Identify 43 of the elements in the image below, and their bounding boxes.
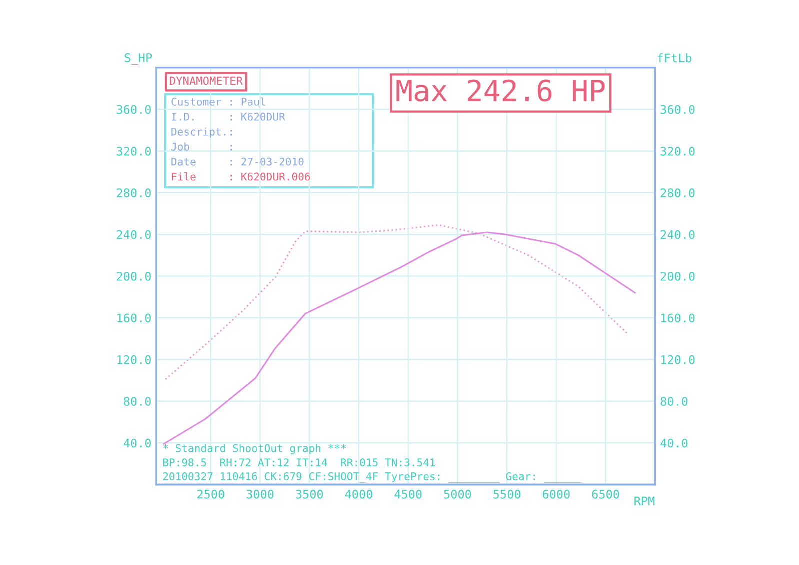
annotation: File : K620DUR.006: [172, 172, 310, 181]
x-axis-title: RPM: [634, 496, 655, 506]
y-tick-label: 320.0: [116, 146, 151, 156]
annotation: Date : 27-03-2010: [172, 158, 304, 166]
x-tick-label: 4000: [345, 490, 372, 499]
y2-tick-label: 200.0: [660, 272, 695, 281]
y-tick-label: 40.0: [124, 438, 151, 448]
y2-tick-label: 240.0: [660, 230, 695, 240]
x-tick-label: 5000: [444, 490, 472, 499]
y-tick-label: 360.0: [116, 105, 151, 114]
y2-tick-label: 280.0: [660, 188, 695, 198]
y2-tick-label: 120.0: [661, 355, 695, 364]
chart-title: Max 242.6 HP: [396, 80, 605, 102]
line-series: [163, 232, 636, 445]
annotation: I.D. : K620DUR: [172, 112, 286, 121]
y-tick-label: 240.0: [117, 230, 151, 240]
y-axis-title: S_HP: [124, 53, 152, 65]
x-tick-label: 3000: [246, 490, 274, 499]
x-tick-label: 3500: [296, 490, 324, 499]
annotation: BP:98.5 RH:72 AT:12 IT:14 RR:015 TN:3.541: [163, 458, 436, 467]
y-tick-label: 160.0: [118, 314, 151, 323]
y2-tick-label: 80.0: [660, 397, 688, 406]
annotation: Customer : Paul: [172, 98, 266, 106]
y2-tick-label: 40.0: [660, 438, 688, 448]
y-tick-label: 80.0: [124, 397, 151, 406]
x-tick-label: 4500: [394, 490, 422, 499]
annotation: 20100327 110416 CK:679 CF:SHOOT_4F TyrePres: ________ Gear: ______: [163, 472, 582, 483]
y2-tick-label: 360.0: [660, 105, 695, 114]
x-tick-label: 2500: [198, 490, 224, 499]
annotation: Job :: [172, 142, 232, 151]
annotation: * Standard ShootOut graph ***: [163, 444, 346, 454]
x-tick-label: 6500: [592, 490, 620, 499]
y2-tick-label: 320.0: [660, 146, 695, 156]
annotation: DYNAMOMETER: [170, 76, 243, 86]
line-series: [164, 224, 630, 380]
x-tick-label: 5500: [494, 490, 521, 499]
x-tick-label: 6000: [543, 490, 570, 499]
y-tick-label: 120.0: [118, 355, 151, 364]
y2-tick-label: 160.0: [661, 314, 695, 323]
annotation: Descript.:: [172, 128, 232, 138]
y-tick-label: 280.0: [117, 188, 151, 198]
y-tick-label: 200.0: [117, 272, 151, 281]
y2-axis-title: fFtLb: [658, 54, 692, 63]
